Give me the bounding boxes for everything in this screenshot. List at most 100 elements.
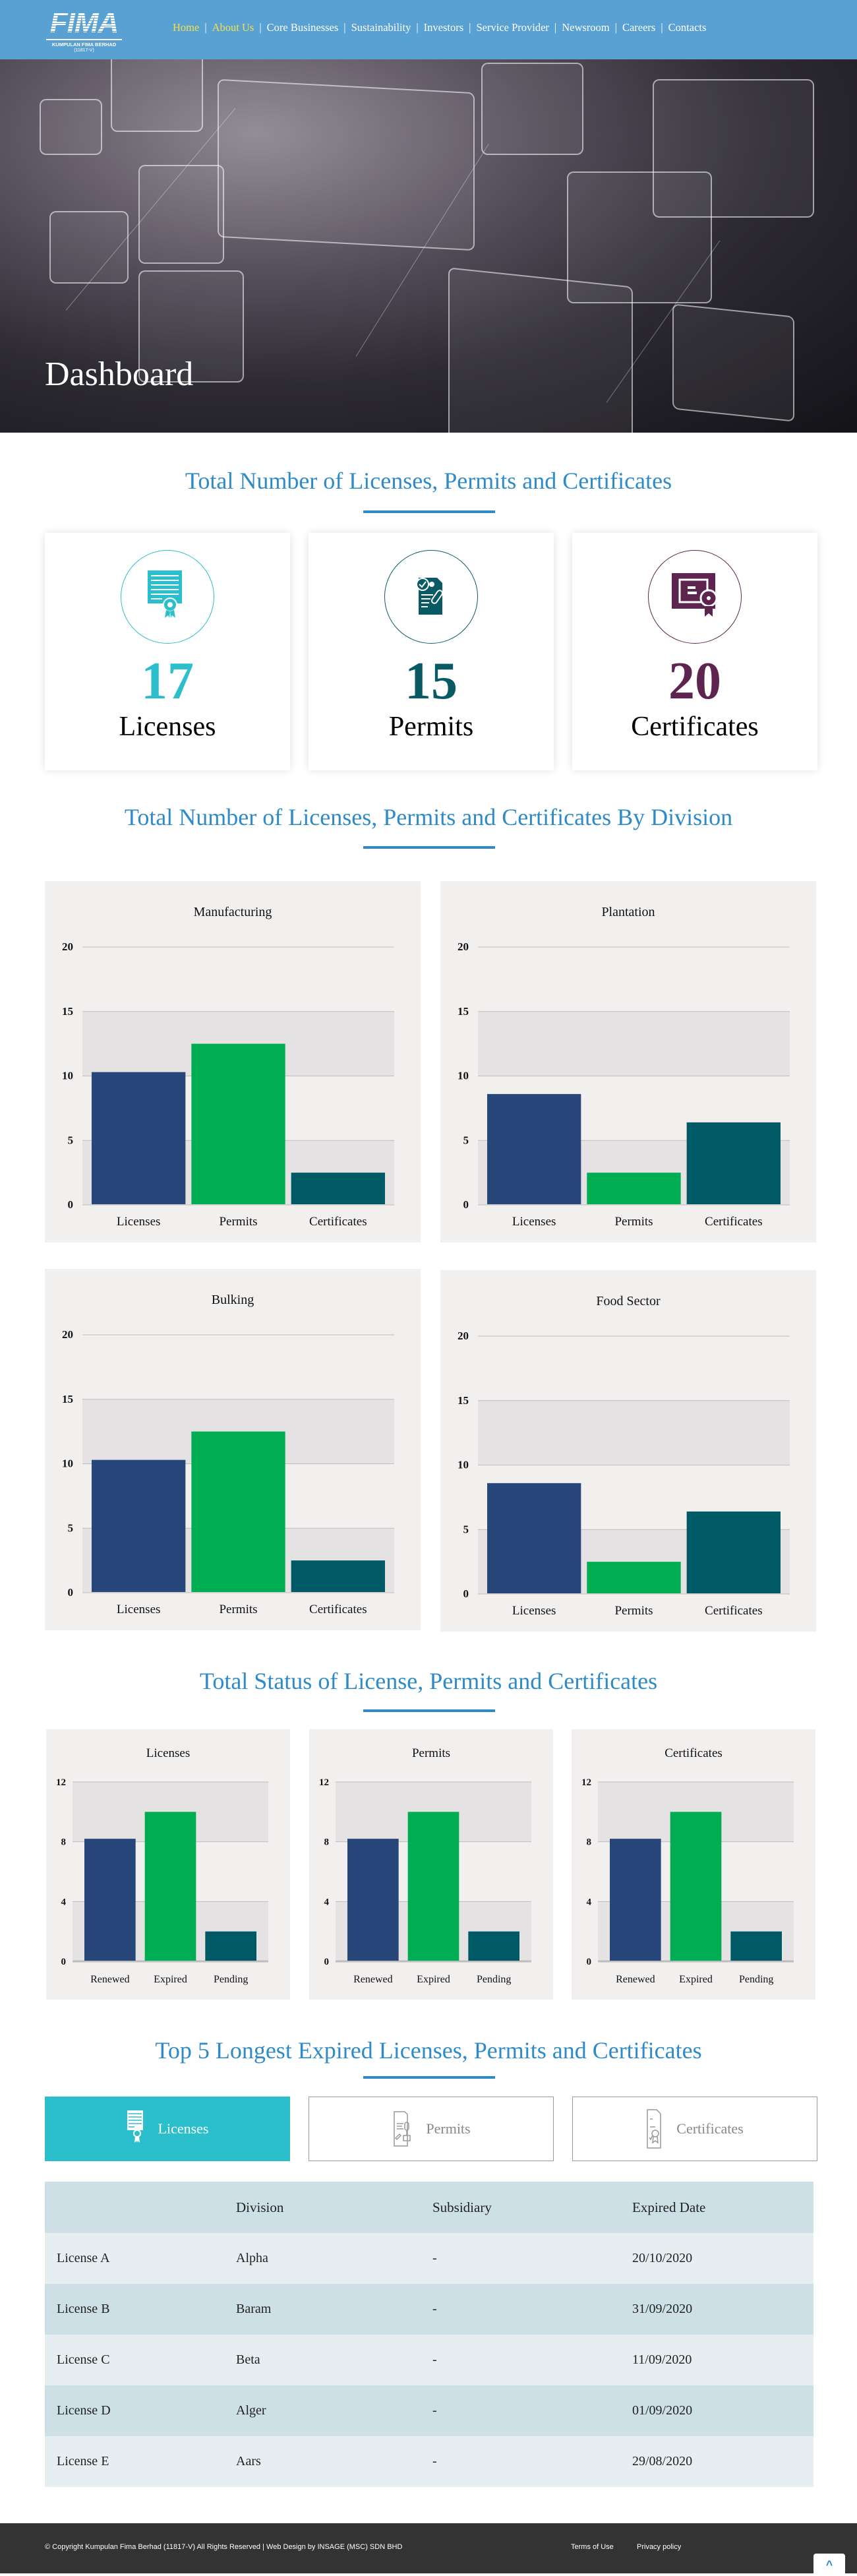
y-tick-label: 5: [463, 1134, 469, 1146]
chart-title: Licenses: [146, 1746, 190, 1760]
nav-contacts[interactable]: Contacts: [668, 21, 707, 34]
fima-logo[interactable]: FIMA KUMPULAN FIMA BERHAD (11817-V): [46, 8, 122, 54]
privacy-policy-link[interactable]: Privacy policy: [637, 2543, 682, 2551]
site-footer: © Copyright Kumpulan Fima Berhad (11817-…: [0, 2523, 857, 2573]
cell-name: License B: [57, 2302, 110, 2316]
x-category-label: Certificates: [705, 1215, 763, 1229]
nav-investors[interactable]: Investors: [423, 21, 464, 34]
cell-subsidiary: -: [432, 2302, 437, 2316]
nav-service-provider[interactable]: Service Provider: [476, 21, 549, 34]
nav-core-businesses[interactable]: Core Businesses: [266, 21, 339, 34]
status-section-title: Total Status of License, Permits and Cer…: [199, 1668, 658, 1694]
x-category-label: Certificates: [705, 1604, 763, 1618]
bar-certificates: [686, 1122, 781, 1204]
y-tick-label: 0: [61, 1957, 67, 1967]
nav-newsroom[interactable]: Newsroom: [562, 21, 610, 34]
y-tick-label: 4: [587, 1897, 592, 1907]
x-category-label: Permits: [614, 1604, 653, 1618]
table-row[interactable]: License E Aars - 29/08/2020: [45, 2436, 813, 2487]
table-row[interactable]: License C Beta - 11/09/2020: [45, 2335, 813, 2385]
section-title-underline: [363, 846, 495, 849]
nav-careers[interactable]: Careers: [622, 21, 656, 34]
terms-of-use-link[interactable]: Terms of Use: [571, 2543, 614, 2551]
nav-separator: |: [259, 21, 262, 34]
copyright-text: © Copyright Kumpulan Fima Berhad (11817-…: [45, 2543, 403, 2551]
cell-subsidiary: -: [432, 2251, 437, 2265]
main-nav: Home | About Us | Core Businesses | Sust…: [173, 21, 706, 34]
cell-name: License D: [57, 2403, 111, 2418]
table-row[interactable]: License A Alpha - 20/10/2020: [45, 2233, 813, 2284]
tab-certificates-label: Certificates: [676, 2120, 744, 2137]
x-category-label: Renewed: [353, 1974, 393, 1985]
certificate-icon: [646, 2108, 662, 2149]
permits-label: Permits: [388, 712, 474, 742]
tab-licenses-label: Licenses: [158, 2120, 209, 2137]
x-category-label: Licenses: [512, 1604, 556, 1618]
cell-expired-date: 20/10/2020: [632, 2251, 693, 2265]
hero-decor-panel: [138, 270, 244, 383]
bar-pending: [205, 1931, 256, 1961]
bar-renewed: [610, 1839, 661, 1961]
y-tick-label: 10: [458, 1459, 469, 1471]
table-row[interactable]: License D Alger - 01/09/2020: [45, 2385, 813, 2436]
x-category-label: Pending: [477, 1974, 511, 1985]
chart-panel-bulking: 0 5 10 15 20 Bulking Licenses Permits Certificat…: [45, 1269, 421, 1630]
cell-name: License A: [57, 2251, 110, 2265]
x-category-label: Expired: [417, 1974, 450, 1985]
hero-decor-panel: [40, 99, 102, 155]
cell-division: Beta: [236, 2352, 260, 2367]
chart-panel-permits-status: 0 4 8 12 Permits Renewed Expired Pending: [309, 1729, 553, 2000]
x-category-label: Certificates: [309, 1215, 367, 1229]
bar-licenses: [92, 1459, 186, 1592]
chart-title: Food Sector: [596, 1294, 661, 1308]
site-header: FIMA KUMPULAN FIMA BERHAD (11817-V) Home…: [0, 0, 857, 59]
chevron-up-icon: ^: [825, 2558, 833, 2571]
nav-separator: |: [416, 21, 419, 34]
bar-expired: [407, 1812, 459, 1961]
chart-band: [478, 1011, 790, 1076]
y-tick-label: 4: [324, 1897, 330, 1907]
nav-separator: |: [469, 21, 471, 34]
cell-subsidiary: -: [432, 2454, 437, 2469]
hero-decor-panel: [448, 267, 633, 433]
bar-renewed: [347, 1839, 399, 1961]
y-tick-label: 0: [68, 1198, 74, 1211]
tab-permits[interactable]: Permits: [309, 2097, 554, 2161]
tab-licenses[interactable]: Licenses: [45, 2097, 290, 2161]
x-category-label: Renewed: [90, 1974, 130, 1985]
section-title-underline: [363, 1709, 495, 1712]
table-row[interactable]: License B Baram - 31/09/2020: [45, 2284, 813, 2335]
chart-title: Plantation: [601, 905, 655, 919]
expired-table: Division Subsidiary Expired Date License…: [45, 2182, 813, 2487]
y-tick-label: 10: [62, 1457, 73, 1470]
nav-home[interactable]: Home: [173, 21, 200, 34]
summary-card-permits: 15 Permits: [309, 533, 554, 770]
permits-icon-circle: [384, 550, 478, 644]
bar-chart-svg: 0 5 10 15 20 Food Sector Licenses Permits Certif…: [458, 1294, 790, 1618]
tab-certificates[interactable]: Certificates: [572, 2097, 817, 2161]
y-tick-label: 15: [458, 1005, 469, 1018]
certificates-label: Certificates: [631, 712, 759, 742]
cell-expired-date: 11/09/2020: [632, 2352, 692, 2367]
back-to-top-button[interactable]: ^: [813, 2554, 845, 2573]
x-category-label: Licenses: [117, 1603, 160, 1616]
y-tick-label: 5: [463, 1523, 469, 1535]
y-tick-label: 8: [324, 1837, 330, 1848]
table-header-division: Division: [236, 2199, 284, 2215]
license-certificate-icon: [148, 570, 187, 624]
nav-about-us[interactable]: About Us: [212, 21, 254, 34]
licenses-label: Licenses: [119, 712, 216, 742]
y-tick-label: 5: [68, 1521, 74, 1534]
summary-card-licenses: 17 Licenses: [45, 533, 290, 770]
cell-name: License E: [57, 2454, 109, 2469]
nav-sustainability[interactable]: Sustainability: [351, 21, 411, 34]
table-header-row: Division Subsidiary Expired Date: [45, 2182, 813, 2233]
y-tick-label: 10: [458, 1070, 469, 1082]
permit-document-stamp-icon: [415, 575, 448, 619]
chart-title: Manufacturing: [194, 905, 272, 919]
x-category-label: Permits: [219, 1603, 257, 1616]
summary-section-title: Total Number of Licenses, Permits and Ce…: [185, 468, 672, 494]
bar-permits: [587, 1173, 681, 1204]
nav-separator: |: [343, 21, 346, 34]
nav-separator: |: [614, 21, 617, 34]
